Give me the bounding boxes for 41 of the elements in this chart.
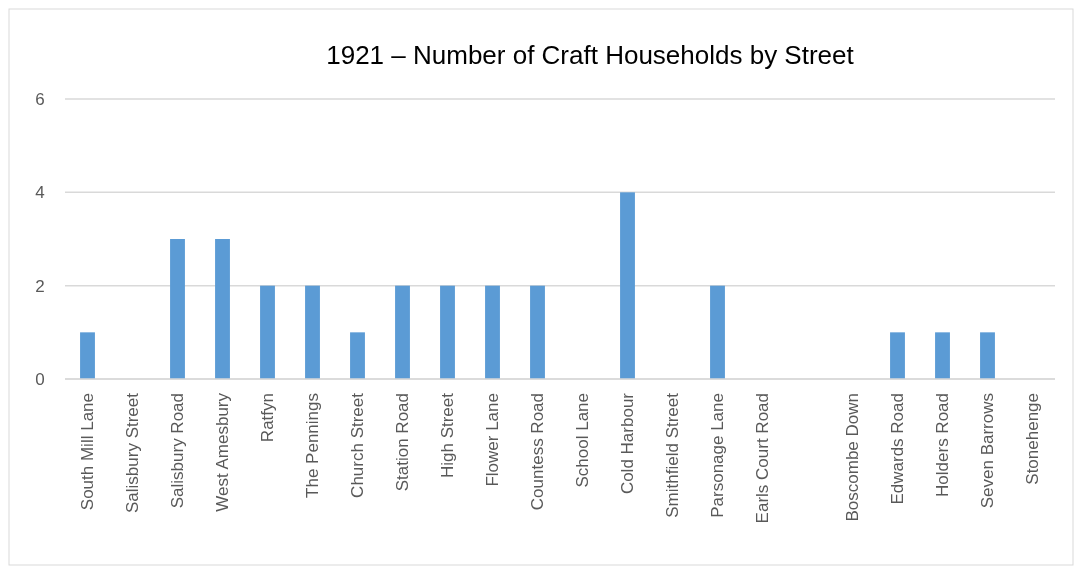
bar xyxy=(440,285,455,379)
bar xyxy=(215,239,230,379)
x-tick-label: School Lane xyxy=(573,393,593,488)
x-tick-label: Smithfield Street xyxy=(663,392,683,518)
x-tick-label: Salisbury Street xyxy=(123,392,143,513)
y-tick-label: 0 xyxy=(35,369,45,389)
x-tick-label: Holders Road xyxy=(933,393,953,497)
x-tick-label: Cold Harbour xyxy=(618,392,638,495)
x-tick-label: Boscombe Down xyxy=(843,393,863,522)
x-tick-label: Edwards Road xyxy=(888,393,908,505)
x-tick-label: West Amesbury xyxy=(213,392,233,512)
x-tick-label: Parsonage Lane xyxy=(708,393,728,518)
bar xyxy=(620,192,635,379)
x-tick-label: High Street xyxy=(438,392,458,479)
x-tick-label: The Pennings xyxy=(303,393,323,498)
bar xyxy=(890,332,905,379)
bar xyxy=(530,285,545,379)
bar xyxy=(935,332,950,379)
x-tick-label: Countess Road xyxy=(528,393,548,511)
y-tick-label: 6 xyxy=(35,89,45,109)
bar xyxy=(170,239,185,379)
x-tick-label: South Mill Lane xyxy=(78,393,98,511)
chart-title: 1921 – Number of Craft Households by Street xyxy=(326,40,855,70)
bar xyxy=(485,285,500,379)
x-tick-label: Salisbury Road xyxy=(168,393,188,509)
bar xyxy=(350,332,365,379)
bar xyxy=(305,285,320,379)
x-tick-label: Flower Lane xyxy=(483,393,503,487)
bar xyxy=(395,285,410,379)
bar xyxy=(260,285,275,379)
bar xyxy=(80,332,95,379)
bar xyxy=(710,285,725,379)
x-tick-label: Seven Barrows xyxy=(978,393,998,509)
bar xyxy=(980,332,995,379)
x-tick-label: Stonehenge xyxy=(1023,393,1043,485)
y-tick-label: 2 xyxy=(35,276,45,296)
x-tick-label: Earls Court Road xyxy=(753,393,773,524)
x-tick-label: Station Road xyxy=(393,393,413,492)
y-tick-label: 4 xyxy=(35,183,45,203)
x-tick-label: Ratfyn xyxy=(258,393,278,443)
x-tick-label: Church Street xyxy=(348,392,368,498)
